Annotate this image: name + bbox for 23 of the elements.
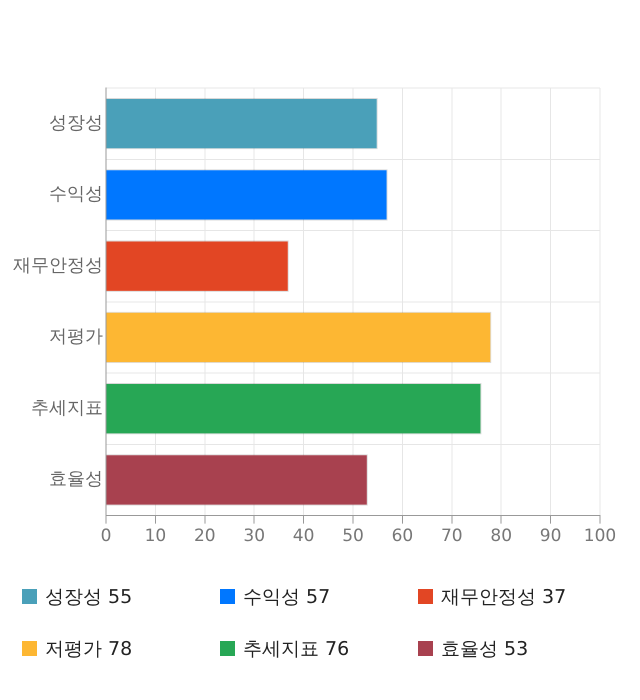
x-tick-label: 40 bbox=[292, 526, 314, 546]
x-tick-label: 70 bbox=[440, 526, 463, 546]
x-tick-label: 100 bbox=[584, 526, 616, 546]
y-tick-label: 재무안정성 bbox=[13, 254, 103, 276]
x-tick-label: 30 bbox=[243, 526, 266, 546]
category-label: 재무안정성 37 bbox=[441, 586, 566, 608]
x-tick-label: 60 bbox=[392, 526, 414, 546]
x-tick-label: 50 bbox=[342, 526, 364, 546]
x-tick-label: 20 bbox=[194, 526, 216, 546]
y-tick-label: 저평가 bbox=[49, 326, 103, 348]
category-label: 수익성 57 bbox=[243, 586, 330, 608]
y-tick-label: 추세지표 bbox=[31, 397, 103, 418]
category-label: 추세지표 76 bbox=[243, 638, 350, 660]
category-label: 성장성 55 bbox=[45, 586, 132, 608]
category-label: 효율성 53 bbox=[441, 638, 528, 660]
x-tick-label: 90 bbox=[540, 526, 562, 546]
category-label: 저평가 78 bbox=[45, 638, 132, 660]
x-tick-label: 80 bbox=[490, 526, 512, 546]
x-tick-label: 0 bbox=[100, 526, 112, 546]
y-tick-label: 수익성 bbox=[49, 184, 103, 205]
x-tick-label: 10 bbox=[144, 526, 166, 546]
y-tick-label: 성장성 bbox=[49, 112, 103, 134]
y-tick-label: 효율성 bbox=[49, 468, 103, 490]
